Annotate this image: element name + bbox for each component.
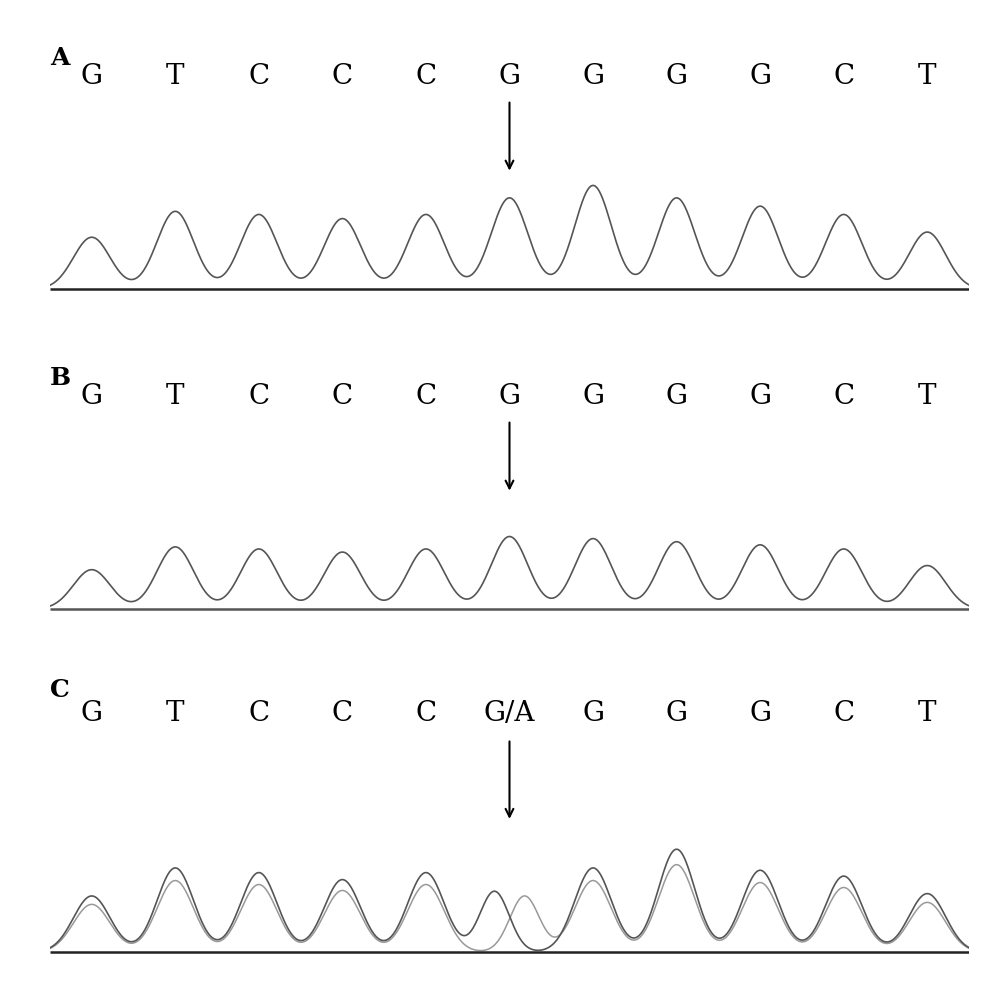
Text: G: G bbox=[81, 63, 103, 90]
Text: C: C bbox=[249, 700, 270, 727]
Text: C: C bbox=[249, 383, 270, 410]
Text: G: G bbox=[81, 700, 103, 727]
Text: T: T bbox=[166, 63, 185, 90]
Text: C: C bbox=[416, 383, 437, 410]
Text: G: G bbox=[582, 700, 604, 727]
Text: T: T bbox=[166, 700, 185, 727]
Text: T: T bbox=[918, 700, 936, 727]
Text: C: C bbox=[50, 678, 70, 702]
Text: T: T bbox=[166, 383, 185, 410]
Text: G: G bbox=[499, 63, 520, 90]
Text: C: C bbox=[332, 63, 353, 90]
Text: G/A: G/A bbox=[484, 700, 535, 727]
Text: G: G bbox=[749, 700, 771, 727]
Text: B: B bbox=[50, 366, 71, 390]
Text: C: C bbox=[249, 63, 270, 90]
Text: G: G bbox=[582, 63, 604, 90]
Text: C: C bbox=[332, 700, 353, 727]
Text: C: C bbox=[416, 700, 437, 727]
Text: T: T bbox=[918, 383, 936, 410]
Text: C: C bbox=[416, 63, 437, 90]
Text: G: G bbox=[499, 383, 520, 410]
Text: G: G bbox=[81, 383, 103, 410]
Text: G: G bbox=[749, 383, 771, 410]
Text: C: C bbox=[833, 700, 854, 727]
Text: T: T bbox=[918, 63, 936, 90]
Text: C: C bbox=[833, 63, 854, 90]
Text: G: G bbox=[582, 383, 604, 410]
Text: G: G bbox=[749, 63, 771, 90]
Text: A: A bbox=[50, 46, 70, 70]
Text: G: G bbox=[665, 700, 687, 727]
Text: C: C bbox=[833, 383, 854, 410]
Text: C: C bbox=[332, 383, 353, 410]
Text: G: G bbox=[665, 383, 687, 410]
Text: G: G bbox=[665, 63, 687, 90]
